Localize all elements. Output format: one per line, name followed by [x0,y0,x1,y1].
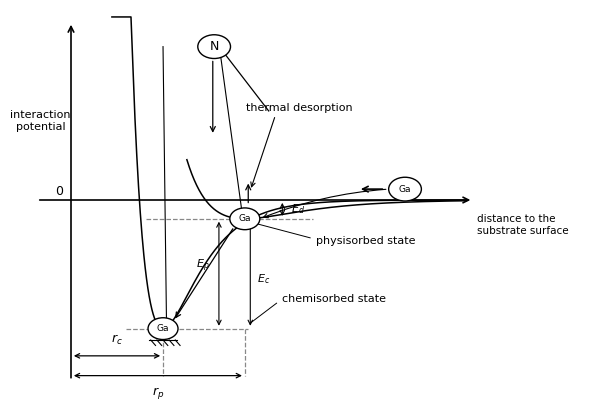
Text: $E_c$: $E_c$ [257,272,270,286]
Text: Ga: Ga [238,214,251,223]
Text: $E_d$: $E_d$ [291,202,305,216]
Circle shape [389,177,421,201]
Text: physisorbed state: physisorbed state [317,236,416,246]
Text: $r_p$: $r_p$ [152,384,164,400]
Text: interaction
potential: interaction potential [10,110,70,132]
Circle shape [198,35,231,58]
Text: chemisorbed state: chemisorbed state [282,294,386,304]
Text: $E_p$: $E_p$ [196,258,209,274]
Text: Ga: Ga [157,324,169,333]
Circle shape [148,318,178,340]
Text: thermal desorption: thermal desorption [246,104,353,114]
Text: Ga: Ga [399,185,411,194]
Text: N: N [209,40,219,53]
Text: $r_c$: $r_c$ [111,333,123,347]
Circle shape [230,208,260,230]
Text: 0: 0 [55,184,63,198]
Text: distance to the
substrate surface: distance to the substrate surface [477,214,568,236]
